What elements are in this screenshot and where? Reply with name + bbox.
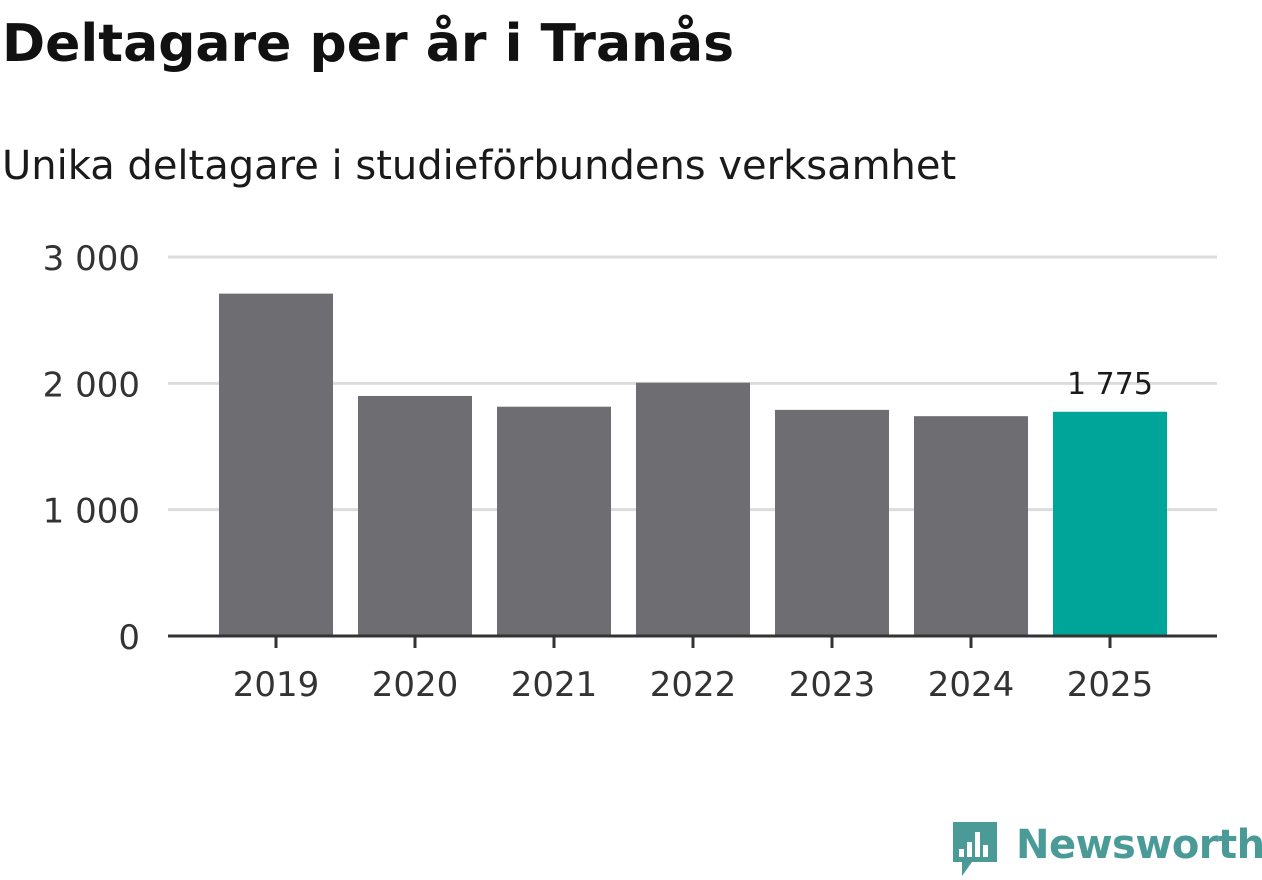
bar-2021 [497,406,611,636]
brand-name: Newsworthy [1016,822,1262,868]
chart-subtitle: Unika deltagare i studieförbundens verks… [2,143,957,189]
bar-2024 [914,416,1028,636]
y-tick-label: 0 [118,618,140,658]
y-tick-label: 2 000 [43,365,140,405]
x-tick-label: 2021 [511,665,598,705]
bar-2023 [775,409,889,636]
x-tick-label: 2023 [789,665,876,705]
y-tick-label: 3 000 [43,239,140,279]
newsworthy-logo: Newsworthy [950,818,1262,880]
x-tick-label: 2025 [1067,665,1154,705]
bar-2019 [219,293,333,636]
bar-2020 [358,395,472,636]
x-tick-label: 2024 [928,665,1015,705]
bar-2022 [636,382,750,636]
chart-title: Deltagare per år i Tranås [2,14,735,74]
x-tick-label: 2020 [372,665,459,705]
bar-2025 [1053,411,1167,636]
x-tick-label: 2019 [233,665,320,705]
data-label: 1 775 [1067,367,1153,402]
bar-chart-speech-bubble-icon [953,822,997,876]
y-tick-label: 1 000 [43,492,140,532]
x-tick-label: 2022 [650,665,737,705]
